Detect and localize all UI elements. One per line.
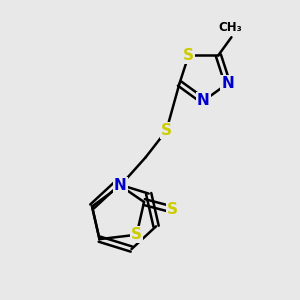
Text: CH₃: CH₃ xyxy=(218,21,242,34)
Text: N: N xyxy=(221,76,234,91)
Text: S: S xyxy=(167,202,178,217)
Text: S: S xyxy=(161,123,172,138)
Text: N: N xyxy=(197,94,210,109)
Text: S: S xyxy=(131,227,142,242)
Text: S: S xyxy=(183,48,194,63)
Text: N: N xyxy=(114,178,127,193)
